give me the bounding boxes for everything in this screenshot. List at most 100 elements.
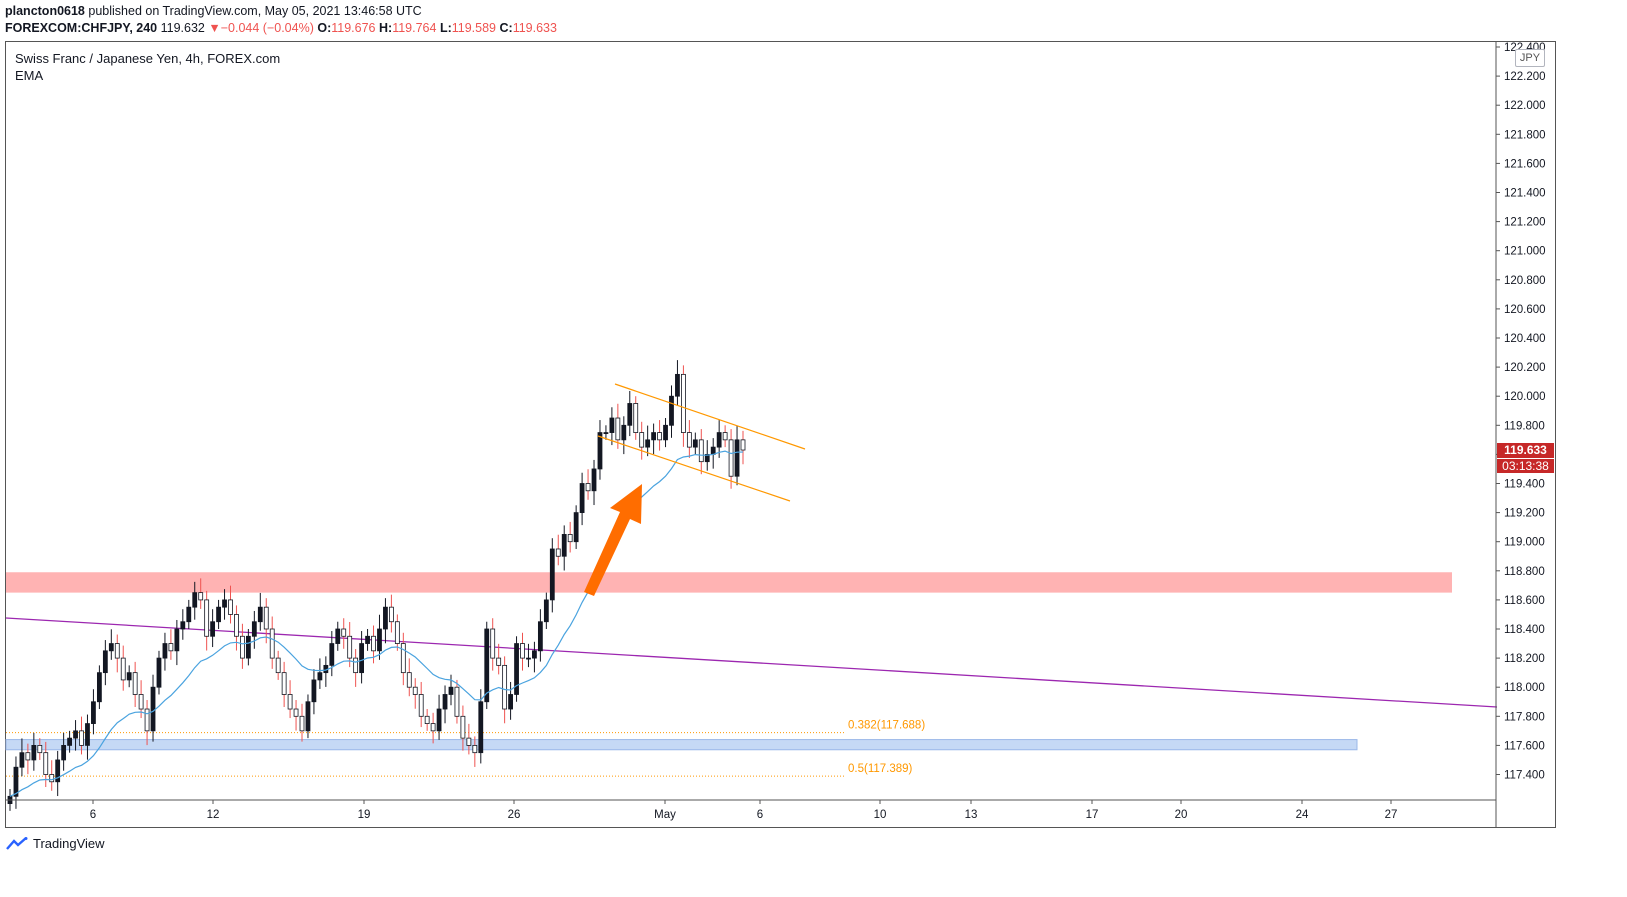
candle-up — [329, 631, 335, 677]
x-tick-label: 20 — [1175, 809, 1188, 821]
y-tick-label: 122.200 — [1504, 71, 1546, 83]
candle-up — [716, 420, 722, 458]
candle-body — [502, 664, 508, 710]
candle-body — [222, 599, 227, 608]
x-tick-label: 27 — [1385, 809, 1398, 821]
candle-up — [61, 732, 67, 771]
y-tick-label: 121.000 — [1504, 246, 1546, 258]
candle-body — [466, 737, 472, 746]
candle-body — [25, 752, 31, 761]
ohlc-line: FOREXCOM:CHFJPY, 240 119.632 ▼−0.044 (−0… — [5, 21, 557, 35]
fib-label: 0.5(117.389) — [848, 763, 913, 775]
candle-body — [472, 745, 478, 754]
candle-down — [228, 585, 233, 624]
candle-down — [657, 420, 662, 451]
y-tick-label: 118.000 — [1504, 682, 1545, 694]
candle-down — [460, 705, 466, 751]
candle-body — [19, 752, 25, 768]
currency-badge[interactable]: JPY — [1515, 49, 1545, 67]
candle-body — [567, 534, 573, 543]
candle-up — [573, 505, 579, 549]
candle-up — [257, 592, 263, 631]
candle-up — [561, 525, 567, 571]
x-tick-label: 10 — [874, 809, 887, 821]
candle-body — [573, 512, 579, 543]
candle-body — [377, 628, 382, 652]
candle-body — [484, 628, 490, 703]
candle-up — [603, 425, 609, 440]
y-tick-label: 117.800 — [1504, 711, 1545, 723]
candle-down — [341, 618, 347, 649]
x-tick-label: 19 — [358, 809, 371, 821]
candle-body — [740, 439, 746, 451]
candle-body — [204, 599, 210, 637]
candle-body — [108, 643, 114, 652]
candle-down — [144, 700, 150, 746]
candle-down — [120, 645, 126, 691]
candle-body — [394, 621, 400, 644]
x-tick-label: 24 — [1296, 809, 1309, 821]
candle-body — [73, 730, 78, 739]
candle-body — [311, 679, 317, 703]
y-tick-label: 118.800 — [1504, 566, 1545, 578]
down-triangle-icon: ▼ — [208, 21, 221, 35]
candle-up — [19, 738, 25, 777]
candle-up — [383, 598, 388, 644]
y-tick-label: 120.000 — [1504, 391, 1546, 403]
candle-up — [514, 636, 519, 702]
indicator-label[interactable]: EMA — [15, 68, 44, 83]
candle-body — [526, 657, 531, 660]
candle-down — [585, 469, 591, 500]
candle-body — [406, 672, 412, 688]
y-tick-label: 120.200 — [1504, 362, 1546, 374]
current-price-label: 119.633 03:13:38 — [1497, 443, 1554, 473]
candle-up — [174, 619, 180, 666]
candle-body — [55, 759, 61, 783]
candle-up — [73, 720, 78, 751]
candle-body — [537, 621, 543, 652]
candle-down — [728, 429, 734, 489]
candle-body — [114, 643, 120, 659]
candle-up — [377, 614, 382, 660]
candle-body — [615, 417, 621, 441]
candle-body — [186, 606, 192, 623]
candle-body — [555, 548, 561, 557]
publisher-name[interactable]: plancton0618 — [5, 4, 85, 18]
candle-body — [347, 635, 353, 659]
candle-body — [585, 483, 591, 492]
x-tick-label: 6 — [757, 809, 763, 821]
candle-body — [275, 657, 281, 674]
candle-up — [245, 629, 251, 666]
candle-up — [442, 685, 448, 724]
candle-up — [126, 665, 132, 688]
candle-up — [359, 631, 365, 684]
candle-up — [645, 425, 651, 457]
change-value: −0.044 (−0.04%) — [220, 21, 314, 35]
candle-up — [692, 432, 698, 455]
bar-countdown: 03:13:38 — [1497, 458, 1554, 474]
candle-body — [675, 373, 680, 397]
candle-up — [305, 694, 311, 739]
x-tick-label: 17 — [1086, 809, 1099, 821]
low-value: 119.589 — [451, 21, 497, 35]
candle-down — [37, 738, 43, 760]
candle-down — [639, 421, 645, 460]
candle-body — [520, 643, 525, 659]
y-tick-label: 121.600 — [1504, 158, 1546, 170]
candle-body — [681, 373, 686, 433]
candle-body — [216, 606, 221, 623]
candle-body — [162, 643, 168, 659]
candle-down — [132, 661, 138, 707]
high-value: 119.764 — [392, 21, 437, 35]
candle-up — [543, 592, 549, 629]
channel-upper — [614, 383, 806, 450]
brand-logo[interactable]: TradingView — [6, 836, 105, 851]
candle-body — [669, 395, 674, 426]
candle-up — [210, 609, 216, 648]
close-value: 119.633 — [512, 21, 557, 35]
candle-up — [13, 756, 19, 809]
candle-body — [549, 548, 555, 601]
candle-body — [508, 694, 513, 710]
candle-body — [532, 650, 537, 659]
